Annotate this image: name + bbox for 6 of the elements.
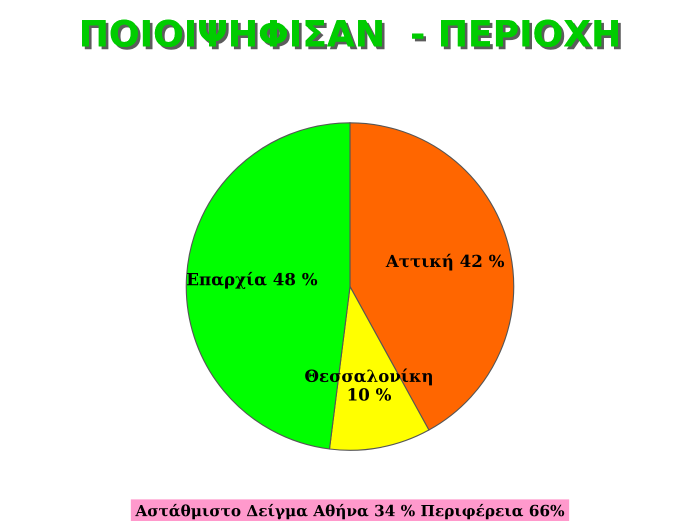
text: Αστάθμιστο Δείγμα Αθήνα 34 % Περιφέρεια 66% <box>135 504 564 520</box>
chart-title: ΠΟΙΟΙΨΗΦΙΣΑΝ - ΠΕΡΙΟΧΗ <box>82 20 621 50</box>
slice-label: Επαρχία 48 % <box>187 272 318 289</box>
slice-label: Θεσσαλονίκη <box>305 368 432 386</box>
slice-label: Αττική 42 % <box>386 254 504 271</box>
data-label: 10 % <box>348 388 392 401</box>
